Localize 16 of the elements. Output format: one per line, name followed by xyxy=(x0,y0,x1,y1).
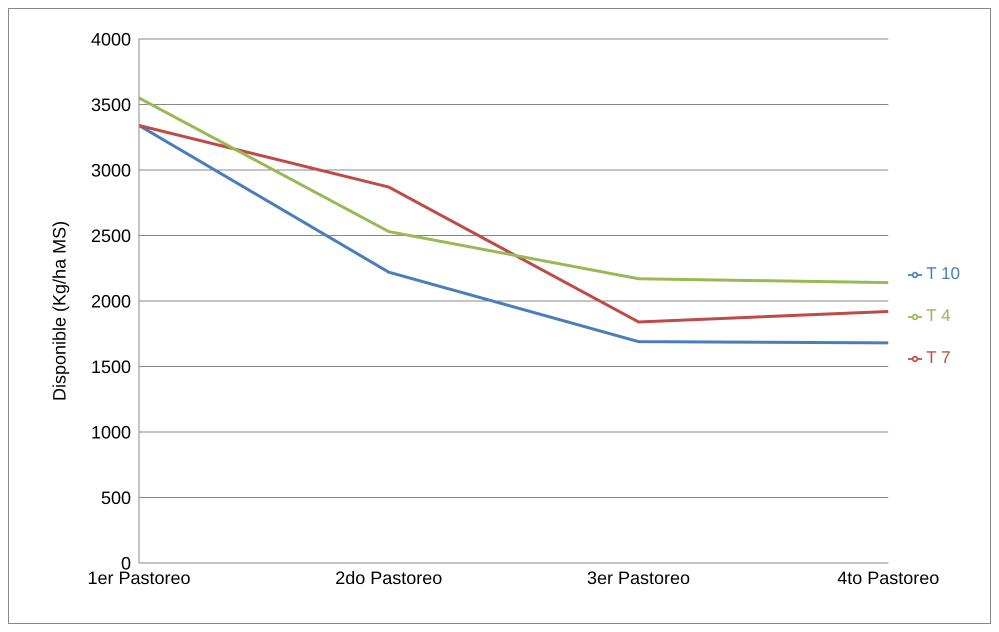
y-tick-label: 1500 xyxy=(90,356,131,377)
y-axis-title: Disponible (Kg/ha MS) xyxy=(49,220,70,401)
x-tick-label: 2do Pastoreo xyxy=(335,568,442,588)
x-tick-label: 3er Pastoreo xyxy=(586,568,690,588)
legend-label: T 7 xyxy=(926,348,951,367)
legend-label: T 4 xyxy=(926,306,951,325)
line-series xyxy=(138,96,890,284)
y-tick-label: 500 xyxy=(100,488,131,508)
y-tick-label: 3000 xyxy=(90,160,131,180)
y-tick-label: 1000 xyxy=(90,422,131,442)
y-tick-label: 2500 xyxy=(90,226,131,246)
x-tick-label: 4to Pastoreo xyxy=(837,568,940,588)
y-tick-label: 2000 xyxy=(90,291,131,312)
legend-label: T 10 xyxy=(926,264,960,283)
y-tick-label: 4000 xyxy=(90,29,131,50)
y-tick-label: 3500 xyxy=(90,94,131,115)
